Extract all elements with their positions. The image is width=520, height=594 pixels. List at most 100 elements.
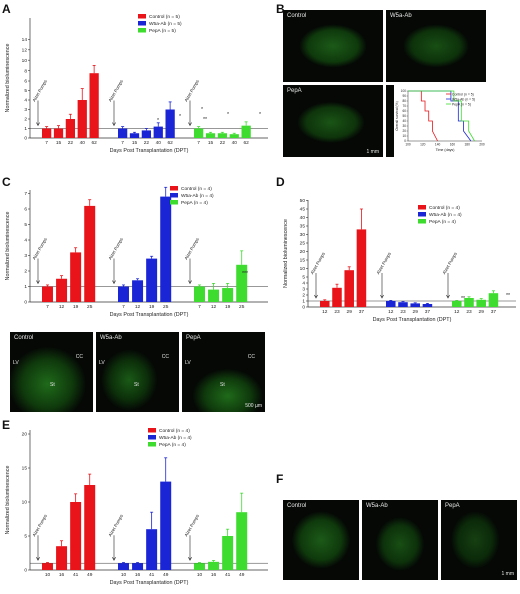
y-tick-label: 25 xyxy=(300,241,306,247)
label-lv: LV xyxy=(99,360,105,366)
bar xyxy=(84,485,96,570)
x-tick-label: 40 xyxy=(80,140,86,146)
legend-label: PepA (n = 4) xyxy=(159,442,186,448)
x-tick-label: 19 xyxy=(149,304,155,310)
legend-swatch xyxy=(148,442,156,447)
legend-label: Control (n = 4) xyxy=(159,428,190,434)
y-tick-label: 10 xyxy=(300,266,306,272)
label-st: St xyxy=(134,382,139,388)
x-tick-label: 7 xyxy=(197,140,200,146)
legend-label: Control (n = 5) xyxy=(149,14,180,20)
bar xyxy=(236,264,248,302)
x-tick-label: 15 xyxy=(208,140,214,146)
x-tick-label: 180 xyxy=(465,143,471,147)
bar xyxy=(222,288,234,302)
bar xyxy=(205,133,216,138)
panel-label-b: B xyxy=(276,2,285,16)
pump-arrowhead xyxy=(112,557,116,561)
x-tick-label: 49 xyxy=(163,572,169,578)
bar xyxy=(344,270,354,307)
y-tick-label: 12 xyxy=(22,48,28,54)
x-tick-label: 7 xyxy=(122,304,125,310)
y-tick-label: 0 xyxy=(404,139,406,143)
legend-label: PepA (n = 4) xyxy=(181,200,208,206)
pump-label: Alzet Pumps xyxy=(183,236,200,261)
y-tick-label: 6 xyxy=(24,207,27,213)
y-tick-label: 100 xyxy=(401,89,407,93)
micrograph-label: W5a-Ab xyxy=(100,335,122,341)
bar xyxy=(229,134,239,138)
bar xyxy=(129,133,140,138)
bar xyxy=(488,293,499,307)
x-tick-label: 12 xyxy=(59,304,65,310)
legend-swatch xyxy=(170,200,178,205)
x-tick-label: 41 xyxy=(149,572,155,578)
x-tick-label: 62 xyxy=(167,140,173,146)
bar xyxy=(141,130,152,138)
x-axis-label: Days Post Transplantation (DPT) xyxy=(110,312,189,318)
survival-curve xyxy=(408,90,472,142)
micrograph-label: Control xyxy=(14,335,34,341)
pump-arrowhead xyxy=(188,280,192,285)
bar xyxy=(132,280,144,302)
legend-swatch xyxy=(138,28,146,33)
bar xyxy=(132,563,144,570)
x-tick-label: 23 xyxy=(334,309,340,315)
pump-arrowhead xyxy=(36,122,40,127)
micrograph-label: W5a-Ab xyxy=(390,13,412,19)
y-tick-label: 45 xyxy=(300,207,306,213)
y-tick-label: 0 xyxy=(24,300,27,306)
x-tick-label: 7 xyxy=(46,304,49,310)
x-tick-label: 29 xyxy=(347,309,353,315)
bar xyxy=(241,125,251,138)
x-tick-label: 29 xyxy=(479,309,485,315)
x-tick-label: 100 xyxy=(405,143,411,147)
x-tick-label: 12 xyxy=(454,309,460,315)
y-axis-label: Normalized bioluminescence xyxy=(283,219,289,288)
significance-marker: *** xyxy=(242,271,248,277)
x-tick-label: 29 xyxy=(413,309,419,315)
x-tick-label: 10 xyxy=(45,572,51,578)
pump-arrowhead xyxy=(446,294,450,299)
significance-marker: * xyxy=(201,107,203,113)
x-tick-label: 62 xyxy=(243,140,249,146)
micrograph-f-control: Control xyxy=(283,500,359,580)
bar xyxy=(464,298,474,307)
bar xyxy=(332,287,342,307)
bar xyxy=(146,258,158,302)
bar xyxy=(410,303,420,307)
bar xyxy=(118,563,129,570)
pump-label: Alzet Pumps xyxy=(107,78,124,103)
x-tick-label: 49 xyxy=(239,572,245,578)
micrograph-c-w5a: W5a-Ab LV CC St xyxy=(96,332,179,412)
y-tick-label: 60 xyxy=(402,109,406,113)
label-lv: LV xyxy=(185,360,191,366)
y-axis-label: Normalized bioluminescence xyxy=(5,212,11,281)
pump-arrowhead xyxy=(36,280,40,285)
legend-swatch xyxy=(418,212,426,217)
micrograph-c-pepa: PepA LV CC St 500 µm xyxy=(182,332,265,412)
y-tick-label: 70 xyxy=(402,104,406,108)
pump-label: Alzet Pumps xyxy=(309,251,326,276)
y-tick-label: 3 xyxy=(24,253,27,259)
pump-arrowhead xyxy=(112,122,116,127)
x-tick-label: 160 xyxy=(450,143,456,147)
bar xyxy=(118,128,128,138)
y-tick-label: 4 xyxy=(24,98,27,104)
y-tick-label: 40 xyxy=(402,119,406,123)
bar xyxy=(208,561,220,570)
y-axis-label: Normalized bioluminescence xyxy=(5,44,11,113)
micrograph-b-w5a: W5a-Ab xyxy=(386,10,486,82)
bar xyxy=(42,286,53,302)
y-tick-label: 90 xyxy=(402,94,406,98)
bar xyxy=(476,299,486,307)
bar xyxy=(398,302,408,307)
y-tick-label: 40 xyxy=(300,215,306,221)
bar xyxy=(70,252,82,302)
x-tick-label: 37 xyxy=(491,309,497,315)
y-tick-label: 35 xyxy=(300,224,306,230)
panel-label-c: C xyxy=(2,175,11,189)
legend-label: PepA (n = 5) xyxy=(452,102,471,106)
